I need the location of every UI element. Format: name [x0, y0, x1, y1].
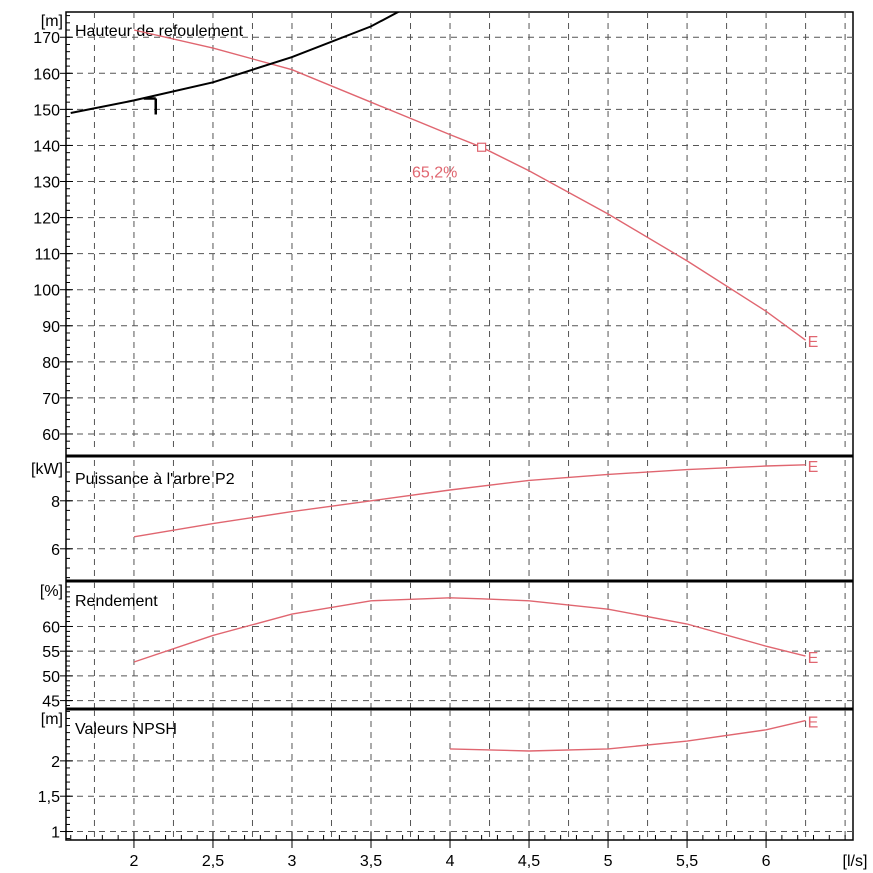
x-tick-label: 5,5	[676, 853, 698, 870]
y-tick-label: 6	[51, 542, 60, 559]
curve-end-label: E	[808, 459, 819, 476]
x-tick-label: 2	[130, 853, 139, 870]
panel-title: Rendement	[75, 593, 158, 610]
panel-title: Hauteur de refoulement	[75, 23, 244, 40]
curve-end-label: E	[808, 715, 819, 732]
y-tick-label: 60	[42, 619, 60, 636]
panel-title: Puissance à l'arbre P2	[75, 471, 235, 488]
y-tick-label: 100	[33, 283, 60, 300]
y-tick-label: 1,5	[38, 789, 60, 806]
y-tick-label: 160	[33, 66, 60, 83]
y-unit-label: [m]	[41, 711, 63, 728]
x-axis: 2 2,5 3 3,5 4 4,5 5 5,5 6 [l/s]	[70, 832, 868, 870]
chart-frame	[65, 11, 854, 841]
y-tick-label: 140	[33, 138, 60, 155]
curve-end-label: E	[808, 650, 819, 667]
y-tick-label: 55	[42, 644, 60, 661]
y-tick-label: 60	[42, 427, 60, 444]
y-unit-label: [%]	[40, 583, 63, 600]
operating-point-marker	[477, 142, 487, 152]
y-tick-label: 50	[42, 669, 60, 686]
chart-panel-4: 1 1,5 2 [m] Valeurs NPSH E	[38, 710, 853, 842]
chart-panel-2: 6 8 [kW] Puissance à l'arbre P2 E	[31, 459, 853, 583]
t-marker	[143, 97, 158, 115]
x-tick-label: 4	[446, 853, 455, 870]
y-tick-label: 2	[51, 754, 60, 771]
x-tick-label: 2,5	[202, 853, 224, 870]
x-tick-label: 5	[604, 853, 613, 870]
chart-panel-1: 60 70 80 90 100 110 120 130 140 150 160 170[m] Haute…	[33, 12, 853, 458]
y-unit-label: [kW]	[31, 461, 63, 478]
x-unit-label: [l/s]	[843, 853, 868, 870]
y-tick-label: 150	[33, 102, 60, 119]
y-tick-label: 45	[42, 694, 60, 711]
y-unit-label: [m]	[41, 13, 63, 30]
x-tick-label: 3	[288, 853, 297, 870]
y-tick-label: 110	[34, 247, 60, 264]
x-tick-label: 6	[762, 853, 771, 870]
panel-title: Valeurs NPSH	[75, 721, 177, 738]
curve-end-label: E	[808, 334, 819, 351]
y-tick-label: 120	[33, 211, 60, 228]
x-tick-label: 3,5	[360, 853, 382, 870]
curve-series-2	[70, 12, 401, 114]
y-tick-label: 1	[51, 825, 60, 842]
chart-panel-3: 45 50 55 60 [%] Rendement E	[40, 581, 853, 711]
y-tick-label: 80	[42, 355, 60, 372]
curve-series-1	[449, 719, 806, 752]
y-tick-label: 8	[51, 494, 60, 511]
efficiency-annotation: 65,2%	[412, 165, 457, 182]
y-tick-label: 130	[33, 175, 60, 192]
curve-series-1	[133, 29, 807, 341]
curve-series-1	[133, 597, 806, 663]
curve-series-1	[133, 464, 806, 538]
y-tick-label: 70	[42, 391, 60, 408]
y-tick-label: 170	[33, 30, 60, 47]
y-tick-label: 90	[42, 319, 60, 336]
x-tick-label: 4,5	[518, 853, 540, 870]
